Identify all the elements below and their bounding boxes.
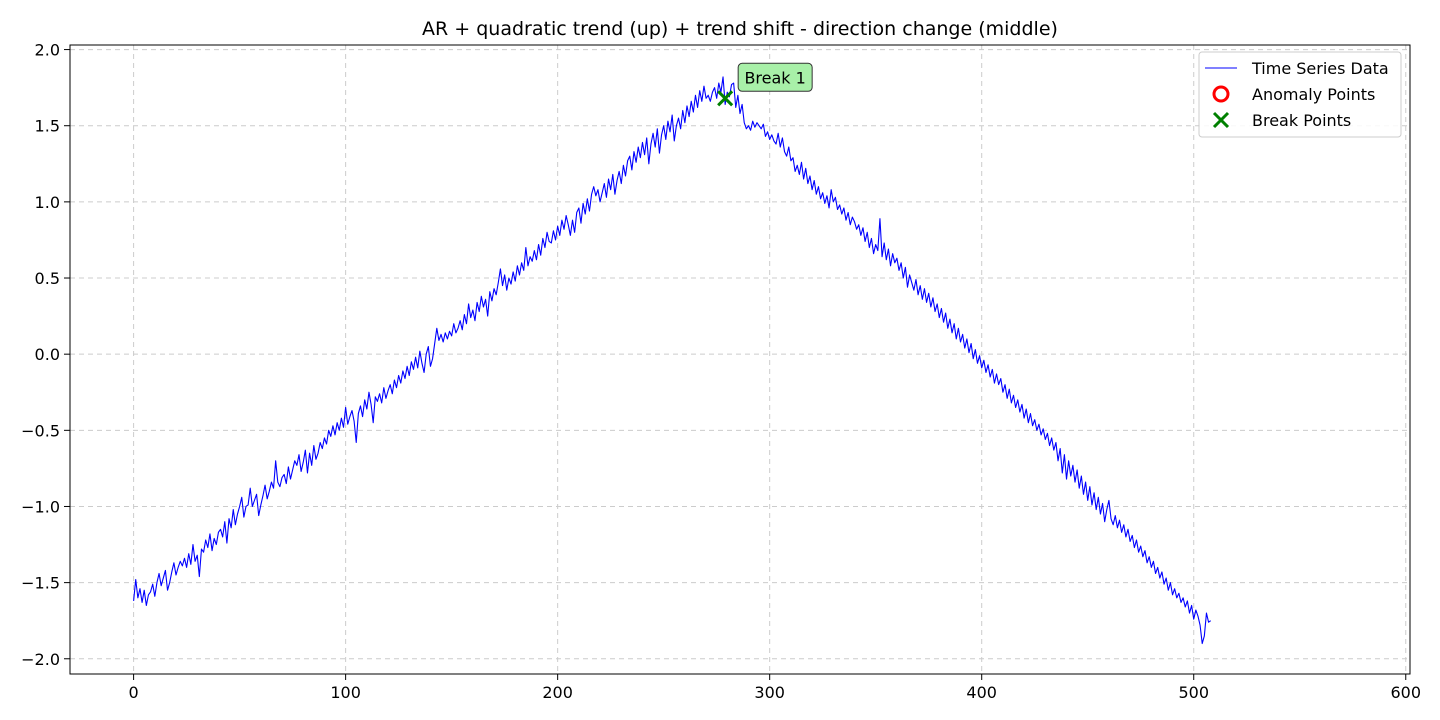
- series-layer: [133, 76, 1212, 645]
- y-tick-label: 1.0: [35, 193, 60, 212]
- x-tick-label: 100: [330, 683, 361, 702]
- legend-x-swatch: [1212, 111, 1230, 129]
- annotations: Break 1: [737, 62, 813, 92]
- y-tick-label: 2.0: [35, 41, 60, 60]
- break-markers: [717, 90, 734, 107]
- break-marker-stroke: [717, 90, 734, 107]
- break-annotation: Break 1: [737, 62, 813, 92]
- y-tick-label: −0.5: [21, 421, 60, 440]
- legend-item: Break Points: [1212, 111, 1351, 130]
- legend-label: Anomaly Points: [1252, 85, 1375, 104]
- series-line: [133, 76, 1212, 645]
- x-tick-label: 300: [754, 683, 785, 702]
- y-tick-label: 1.5: [35, 117, 60, 136]
- legend-label: Break Points: [1252, 111, 1351, 130]
- legend-box: [1198, 51, 1402, 138]
- x-tick-label: 400: [966, 683, 997, 702]
- x-tick-label: 0: [129, 683, 139, 702]
- annotation-label: Break 1: [744, 68, 805, 87]
- annotation-box: [737, 62, 813, 92]
- chart-title: AR + quadratic trend (up) + trend shift …: [422, 18, 1058, 40]
- legend: Time Series Data Anomaly Points Break Poin…: [1198, 51, 1402, 138]
- y-tick-label: −1.0: [21, 497, 60, 516]
- axis-ticks: 0 100 200 300 400 500 600 −2.0 −1.5 −1.0 −0.5 0.0 0.…: [21, 41, 1421, 702]
- legend-item: Time Series Data: [1205, 59, 1389, 78]
- x-tick-label: 600: [1390, 683, 1421, 702]
- break-point-marker: [717, 90, 734, 107]
- y-tick-label: 0.0: [35, 345, 60, 364]
- legend-label: Time Series Data: [1251, 59, 1389, 78]
- x-tick-label: 500: [1178, 683, 1209, 702]
- y-tick-label: 0.5: [35, 269, 60, 288]
- grid-lines: [70, 45, 1410, 674]
- plot-area-frame: [69, 44, 1411, 675]
- y-tick-label: −1.5: [21, 574, 60, 593]
- x-tick-label: 200: [542, 683, 573, 702]
- legend-item: Anomaly Points: [1212, 85, 1375, 104]
- legend-circle-swatch: [1212, 85, 1230, 103]
- y-tick-label: −2.0: [21, 650, 60, 669]
